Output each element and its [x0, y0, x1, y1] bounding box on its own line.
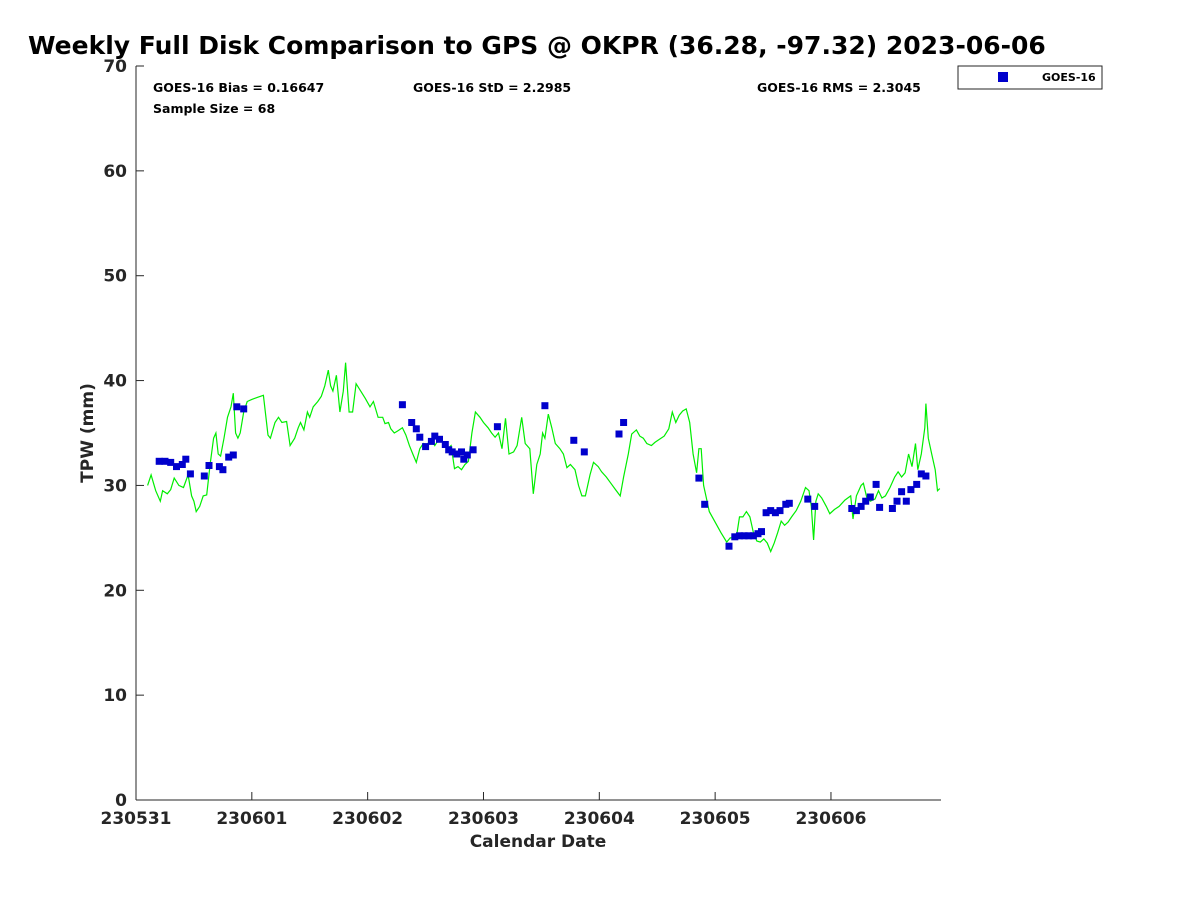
goes16-point	[493, 423, 501, 431]
goes16-point	[229, 451, 237, 459]
goes16-point	[233, 403, 241, 411]
x-tick-label: 230606	[795, 809, 866, 829]
goes16-point	[804, 495, 812, 503]
goes16-point	[453, 450, 461, 458]
sample-size-stat: Sample Size = 68	[153, 101, 275, 116]
goes16-point	[749, 532, 757, 540]
x-axis-label: Calendar Date	[470, 832, 607, 852]
y-axis-label: TPW (mm)	[78, 383, 98, 483]
goes16-point	[219, 466, 227, 474]
y-tick-label: 50	[103, 267, 127, 287]
goes16-point	[398, 401, 406, 409]
goes16-point	[205, 462, 213, 469]
y-tick-label: 70	[103, 57, 127, 77]
goes16-point	[740, 532, 748, 540]
y-tick-label: 30	[103, 476, 127, 496]
goes16-point	[240, 405, 248, 413]
goes16-point	[427, 437, 435, 445]
x-tick-label: 230604	[564, 809, 635, 829]
std-stat: GOES-16 StD = 2.2985	[413, 80, 571, 95]
goes16-point	[913, 480, 921, 488]
goes16-point	[408, 419, 416, 426]
x-tick-label: 230602	[332, 809, 403, 829]
goes16-point	[893, 497, 901, 505]
goes16-point	[448, 448, 456, 456]
goes16-point	[695, 474, 703, 482]
goes16-point	[182, 455, 190, 463]
gps-line-series	[147, 362, 941, 554]
y-tick-label: 60	[103, 162, 127, 182]
goes16-point	[872, 480, 880, 488]
y-axis: 0 10 20 30 40 50 60 70	[103, 57, 144, 811]
x-axis: 230531 230601 230602 230603 230604 230605 2306…	[101, 792, 941, 829]
goes16-point	[167, 458, 175, 466]
goes16-point	[422, 443, 430, 451]
goes16-point	[431, 432, 439, 440]
goes16-point	[917, 470, 925, 478]
y-tick-label: 20	[103, 581, 127, 601]
goes16-point	[862, 497, 870, 505]
goes16-point	[186, 470, 194, 478]
legend-marker-goes16	[998, 72, 1008, 82]
goes16-point	[902, 497, 910, 505]
goes16-point	[907, 486, 915, 494]
goes16-scatter-series	[155, 401, 930, 550]
goes16-point	[767, 507, 775, 515]
goes16-point	[876, 503, 884, 511]
goes16-point	[178, 461, 186, 468]
gps-tpw-line	[147, 362, 941, 554]
goes16-point	[852, 507, 860, 515]
y-tick-label: 40	[103, 372, 127, 392]
goes16-point	[745, 532, 753, 540]
goes16-point	[848, 505, 856, 512]
goes16-point	[736, 532, 743, 540]
bias-stat: GOES-16 Bias = 0.16647	[153, 80, 324, 95]
goes16-point	[725, 542, 733, 550]
legend-box	[957, 65, 1103, 90]
goes16-point	[225, 453, 233, 461]
x-tick-label: 230601	[216, 809, 287, 829]
goes16-point	[173, 463, 180, 471]
goes16-point	[161, 457, 169, 465]
goes16-point	[922, 472, 930, 480]
goes16-point	[857, 502, 865, 510]
goes16-point	[898, 488, 906, 496]
goes16-point	[731, 533, 739, 541]
goes16-point	[570, 436, 578, 444]
goes16-point	[776, 507, 784, 515]
x-tick-label: 230603	[448, 809, 519, 829]
goes16-point	[412, 425, 420, 433]
x-tick-label: 230531	[101, 809, 172, 829]
goes16-point	[701, 500, 709, 508]
goes16-point	[888, 505, 896, 512]
goes16-point	[811, 502, 819, 510]
goes16-point	[785, 499, 793, 507]
goes16-point	[155, 457, 163, 465]
goes16-point	[469, 446, 477, 454]
x-tick-label: 230605	[680, 809, 751, 829]
goes16-point	[458, 448, 465, 456]
goes16-point	[441, 441, 449, 448]
rms-stat: GOES-16 RMS = 2.3045	[757, 80, 921, 95]
goes16-point	[771, 509, 779, 517]
goes16-point	[866, 493, 874, 501]
goes16-point	[416, 433, 424, 441]
legend-label-goes16: GOES-16	[1042, 71, 1096, 84]
goes16-point	[541, 402, 549, 410]
goes16-point	[460, 455, 468, 463]
goes16-point	[200, 472, 208, 480]
goes16-point	[620, 419, 628, 426]
goes16-point	[758, 528, 765, 536]
goes16-point	[762, 509, 770, 517]
goes16-point	[615, 430, 623, 438]
chart-title: Weekly Full Disk Comparison to GPS @ OKP…	[28, 31, 1046, 60]
goes16-point	[463, 451, 471, 459]
plot-area: 0 10 20 30 40 50 60 70 230531 230601 230602 230603…	[101, 57, 941, 829]
y-tick-label: 0	[115, 791, 127, 811]
goes16-point	[436, 435, 443, 443]
legend: GOES-16	[957, 65, 1103, 90]
y-tick-label: 10	[103, 686, 127, 706]
goes16-point	[580, 448, 588, 456]
